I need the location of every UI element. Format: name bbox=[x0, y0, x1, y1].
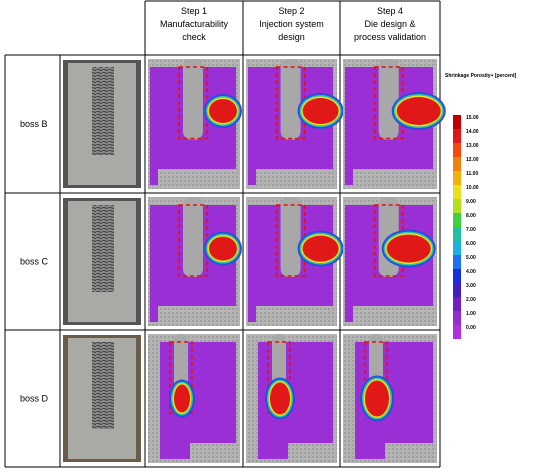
column-header: process validation bbox=[354, 32, 426, 42]
colorbar-swatch bbox=[453, 115, 461, 129]
colorbar-swatch bbox=[453, 171, 461, 185]
photo bbox=[63, 60, 141, 188]
legend-title: Shrinkage Porosity+ [percent] bbox=[445, 73, 517, 79]
thread bbox=[92, 342, 114, 429]
colorbar-label: 6.00 bbox=[466, 241, 476, 247]
thread bbox=[92, 205, 114, 292]
row-label: boss B bbox=[20, 119, 48, 129]
column-header: Step 4 bbox=[377, 6, 403, 16]
simulation-image bbox=[343, 334, 437, 463]
colorbar-swatch bbox=[453, 255, 461, 269]
colorbar-swatch bbox=[453, 157, 461, 171]
simulation-image bbox=[343, 197, 437, 326]
porosity-blob bbox=[209, 99, 237, 123]
photo bbox=[63, 335, 141, 462]
colorbar-label: 14.00 bbox=[466, 129, 479, 135]
simulation-image bbox=[148, 59, 242, 189]
column-header: Step 2 bbox=[278, 6, 304, 16]
boss-hole bbox=[281, 59, 301, 140]
porosity-blob bbox=[174, 385, 190, 413]
colorbar-label: 10.00 bbox=[466, 185, 479, 191]
colorbar-label: 7.00 bbox=[466, 227, 476, 233]
boss-hole bbox=[183, 197, 203, 277]
column-header: Injection system bbox=[259, 19, 324, 29]
colorbar-swatch bbox=[453, 325, 461, 339]
boss-hole bbox=[379, 59, 399, 140]
simulation-image bbox=[246, 197, 344, 326]
porosity-blob bbox=[270, 383, 290, 415]
colorbar-swatch bbox=[453, 129, 461, 143]
column-header: check bbox=[182, 32, 206, 42]
colorbar-label: 11.00 bbox=[466, 171, 478, 177]
simulation-image bbox=[148, 197, 242, 326]
colorbar-swatch bbox=[453, 283, 461, 297]
colorbar-label: 9.00 bbox=[466, 199, 476, 205]
colorbar-label: 1.00 bbox=[466, 311, 476, 317]
colorbar-swatch bbox=[453, 227, 461, 241]
porosity-blob bbox=[209, 237, 237, 261]
colorbar-swatch bbox=[453, 185, 461, 199]
colorbar-swatch bbox=[453, 199, 461, 213]
simulation-image bbox=[343, 59, 446, 189]
colorbar-label: 0.00 bbox=[466, 325, 476, 331]
porosity-blob bbox=[397, 97, 441, 125]
colorbar-label: 3.00 bbox=[466, 283, 476, 289]
colorbar-swatch bbox=[453, 269, 461, 283]
simulation-image bbox=[246, 334, 337, 463]
colorbar-label: 2.00 bbox=[466, 297, 476, 303]
colorbar-label: 13.00 bbox=[466, 143, 479, 149]
porosity-blob bbox=[365, 381, 389, 417]
column-header: design bbox=[278, 32, 305, 42]
colorbar-label: 8.00 bbox=[466, 213, 476, 219]
colorbar-label: 12.00 bbox=[466, 157, 479, 163]
boss-hole bbox=[183, 59, 203, 140]
column-header: Step 1 bbox=[181, 6, 207, 16]
column-header: Die design & bbox=[364, 19, 415, 29]
colorbar-swatch bbox=[453, 213, 461, 227]
porosity-blob bbox=[303, 236, 339, 262]
colorbar-swatch bbox=[453, 311, 461, 325]
colorbar-swatch bbox=[453, 297, 461, 311]
boss-hole bbox=[281, 197, 301, 277]
row-label: boss D bbox=[20, 394, 49, 404]
porosity-blob bbox=[303, 98, 339, 124]
colorbar-swatch bbox=[453, 241, 461, 255]
colorbar-label: 5.00 bbox=[466, 255, 476, 261]
row-label: boss C bbox=[20, 257, 49, 267]
thread bbox=[92, 67, 114, 155]
colorbar-label: 15.00 bbox=[466, 115, 479, 121]
colorbar-swatch bbox=[453, 143, 461, 157]
colorbar-label: 4.00 bbox=[466, 269, 476, 275]
simulation-image bbox=[148, 334, 240, 463]
porosity-blob bbox=[387, 235, 431, 263]
photo bbox=[63, 198, 141, 325]
figure: Step 1 Manufacturability check Step 2 Inject… bbox=[0, 0, 554, 468]
simulation-image bbox=[246, 59, 344, 189]
column-header: Manufacturability bbox=[160, 19, 229, 29]
